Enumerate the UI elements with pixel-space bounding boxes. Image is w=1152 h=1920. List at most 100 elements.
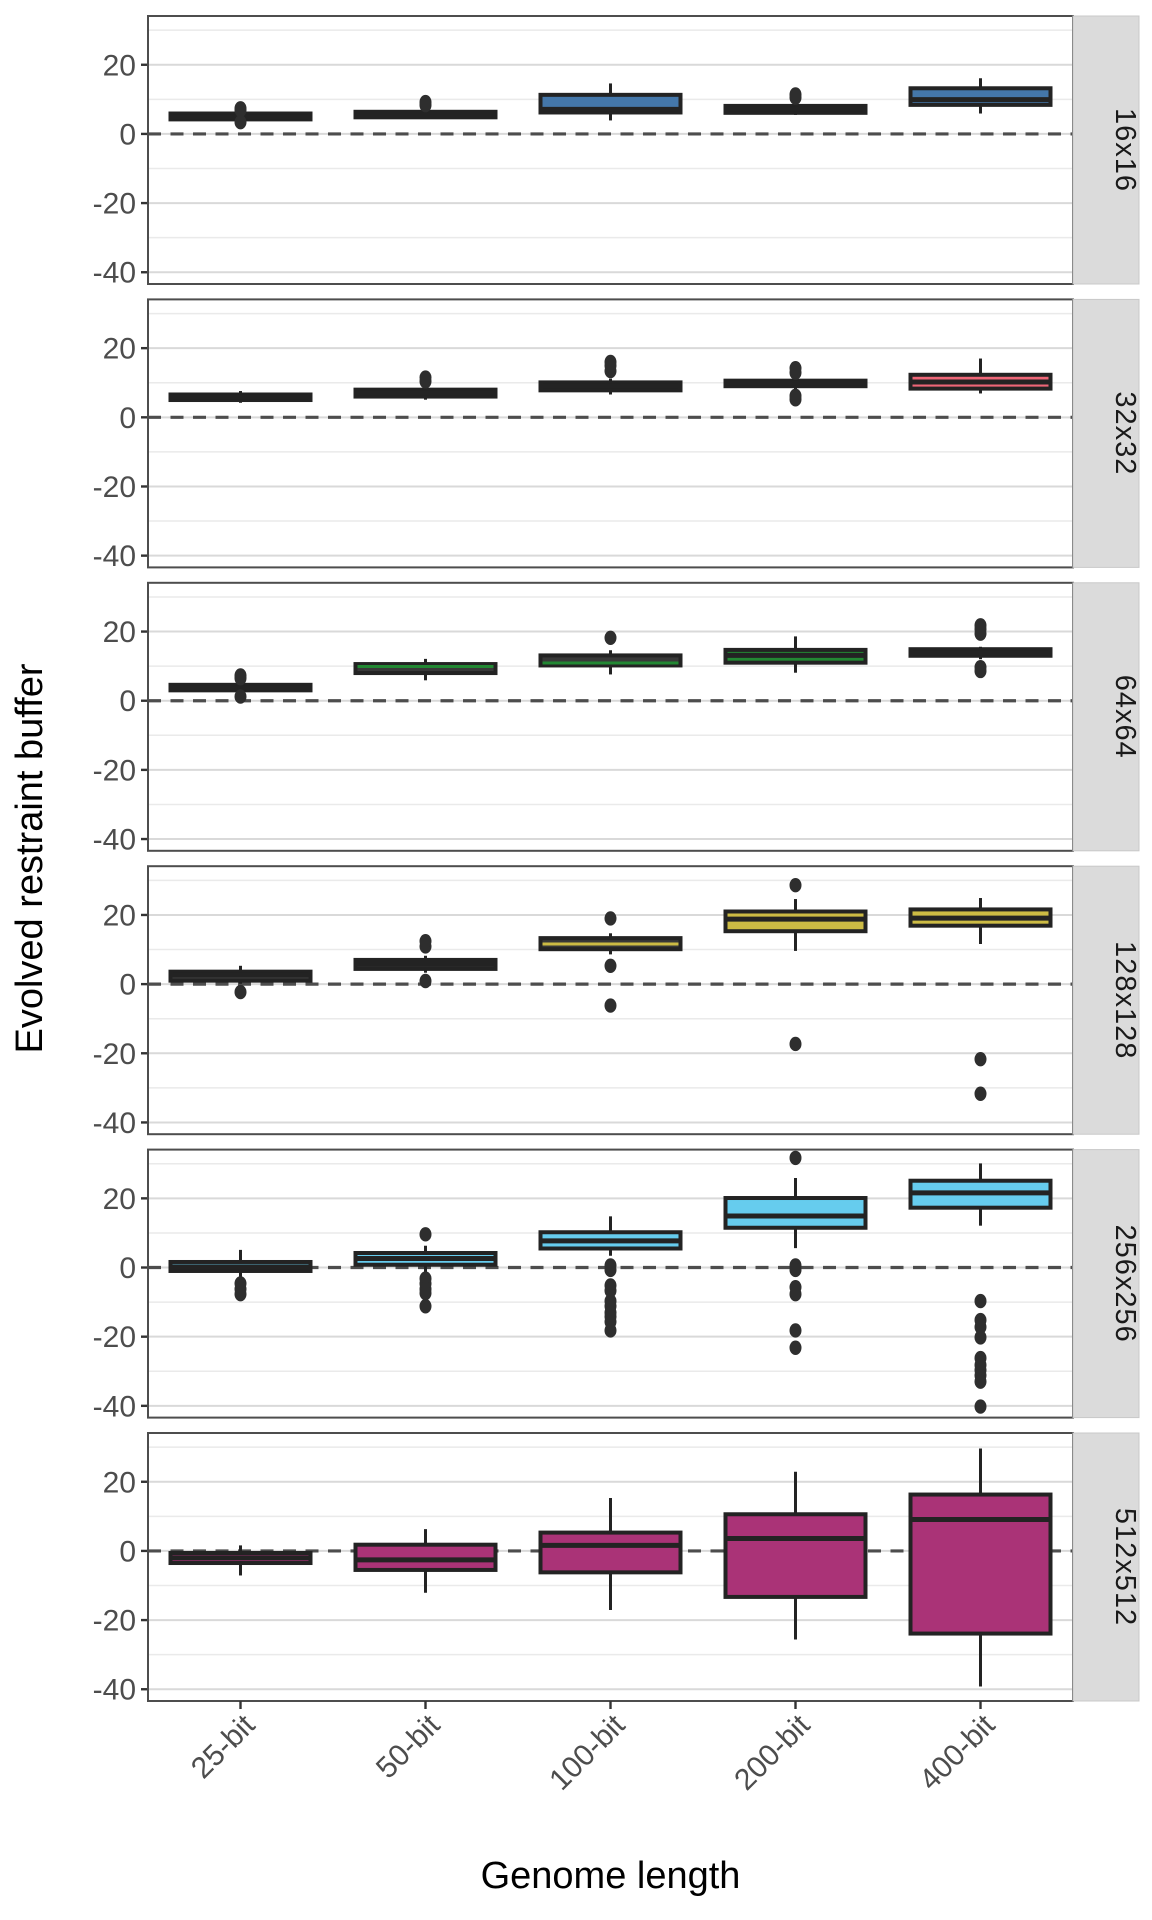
boxplot-256x256-50-bit [353, 1227, 498, 1314]
boxplot-16x16-100-bit [538, 83, 683, 121]
y-axis-title: Evolved restraint buffer [9, 663, 51, 1053]
panel-background [148, 582, 1073, 851]
strip-128x128 [1072, 865, 1140, 1135]
boxplot-512x512-25-bit [168, 1545, 313, 1576]
y-tick-label: 0 [119, 685, 136, 718]
strip-label: 32x32 [1109, 391, 1141, 475]
y-tick-label: 20 [103, 616, 136, 649]
y-tick-label: 0 [119, 1535, 136, 1568]
boxplot-128x128-400-bit [908, 898, 1053, 1101]
outlier-point [604, 354, 617, 370]
strip-label: 512x512 [1109, 1508, 1141, 1626]
boxplot-512x512-200-bit [723, 1471, 868, 1640]
panel-background [148, 299, 1073, 568]
strip-label: 16x16 [1109, 108, 1141, 192]
outlier-point [604, 1262, 617, 1278]
y-tick-label: -40 [93, 1107, 136, 1140]
boxplot-512x512-50-bit [353, 1529, 498, 1593]
boxplot-box [908, 1492, 1053, 1636]
y-tick-label: 20 [103, 899, 136, 932]
outlier-point [789, 361, 802, 376]
boxplot-256x256-400-bit [908, 1163, 1053, 1414]
y-tick-label: -20 [93, 188, 136, 221]
boxplot-16x16-50-bit [353, 94, 498, 120]
boxplot-box [538, 1530, 683, 1575]
y-tick-label: -20 [93, 471, 136, 504]
strip-256x256 [1072, 1149, 1140, 1419]
outlier-point [974, 1330, 987, 1345]
y-tick-label: -40 [93, 1390, 136, 1423]
boxplot-32x32-50-bit [353, 370, 498, 400]
boxplot-64x64-50-bit [353, 658, 498, 681]
boxplot-256x256-200-bit [723, 1150, 868, 1355]
y-tick-label: 20 [103, 49, 136, 82]
boxplot-32x32-200-bit [723, 361, 868, 407]
outlier-point [419, 1285, 432, 1301]
outlier-point [419, 934, 432, 949]
outlier-point [604, 958, 617, 973]
outlier-point [789, 1286, 802, 1302]
outlier-point [234, 101, 247, 116]
facet-panel-256x256: 20 0 -20 -40 256x256 [93, 1148, 1141, 1423]
outlier-point [974, 1051, 987, 1067]
y-tick-label: -20 [93, 1605, 136, 1638]
boxplot-box [908, 86, 1053, 107]
y-tick-label: -40 [93, 257, 136, 290]
y-tick-label: 0 [119, 1252, 136, 1285]
boxplot-32x32-400-bit [908, 358, 1053, 394]
boxplot-64x64-25-bit [168, 668, 313, 704]
outlier-point [974, 618, 987, 633]
y-tick-label: 20 [103, 333, 136, 366]
facet-panel-128x128: 20 0 -20 -40 128x128 [93, 865, 1141, 1140]
facet-panel-64x64: 20 0 -20 -40 64x64 [93, 581, 1141, 857]
y-tick-label: -20 [93, 1321, 136, 1354]
outlier-point [789, 1262, 802, 1278]
boxplot-64x64-100-bit [538, 630, 683, 675]
y-tick-label: 20 [103, 1183, 136, 1216]
outlier-point [234, 689, 247, 704]
outlier-point [789, 1323, 802, 1338]
outlier-point [604, 911, 617, 926]
facet-panel-512x512: 20 0 -20 -40 512x512 [93, 1432, 1141, 1707]
panel-background [148, 16, 1073, 284]
outlier-point [789, 388, 802, 404]
boxplot-16x16-400-bit [908, 78, 1053, 114]
outlier-point [974, 1086, 987, 1101]
boxplot-128x128-200-bit [723, 878, 868, 1052]
boxplot-box [538, 653, 683, 668]
strip-32x32 [1072, 298, 1140, 568]
y-tick-label: -20 [93, 1038, 136, 1071]
boxplot-64x64-400-bit [908, 618, 1053, 679]
outlier-point [604, 1283, 617, 1298]
strip-label: 256x256 [1109, 1224, 1141, 1342]
outlier-point [419, 1299, 432, 1314]
boxplot-64x64-200-bit [723, 636, 868, 673]
y-tick-label: -40 [93, 824, 136, 857]
strip-label: 128x128 [1109, 941, 1141, 1059]
outlier-point [419, 973, 432, 989]
y-tick-label: -40 [93, 540, 136, 573]
outlier-point [789, 87, 802, 102]
y-tick-label: 20 [103, 1466, 136, 1499]
outlier-point [234, 984, 247, 1000]
outlier-point [604, 1323, 617, 1338]
boxplot-512x512-400-bit [908, 1448, 1053, 1687]
boxplot-256x256-25-bit [168, 1249, 313, 1302]
boxplot-32x32-25-bit [168, 391, 313, 403]
outlier-point [974, 659, 987, 675]
boxplot-256x256-100-bit [538, 1216, 683, 1338]
boxplot-32x32-100-bit [538, 354, 683, 395]
outlier-point [604, 998, 617, 1013]
boxplot-128x128-100-bit [538, 911, 683, 1013]
strip-512x512 [1072, 1432, 1140, 1702]
outlier-point [419, 1227, 432, 1242]
strip-64x64 [1072, 582, 1140, 852]
boxplot-box [353, 1542, 498, 1572]
outlier-point [604, 630, 617, 645]
strip-label: 64x64 [1109, 675, 1141, 759]
strip-16x16 [1072, 15, 1140, 285]
boxplot-box [723, 1196, 868, 1230]
y-tick-label: 0 [119, 402, 136, 435]
boxplot-512x512-100-bit [538, 1498, 683, 1611]
